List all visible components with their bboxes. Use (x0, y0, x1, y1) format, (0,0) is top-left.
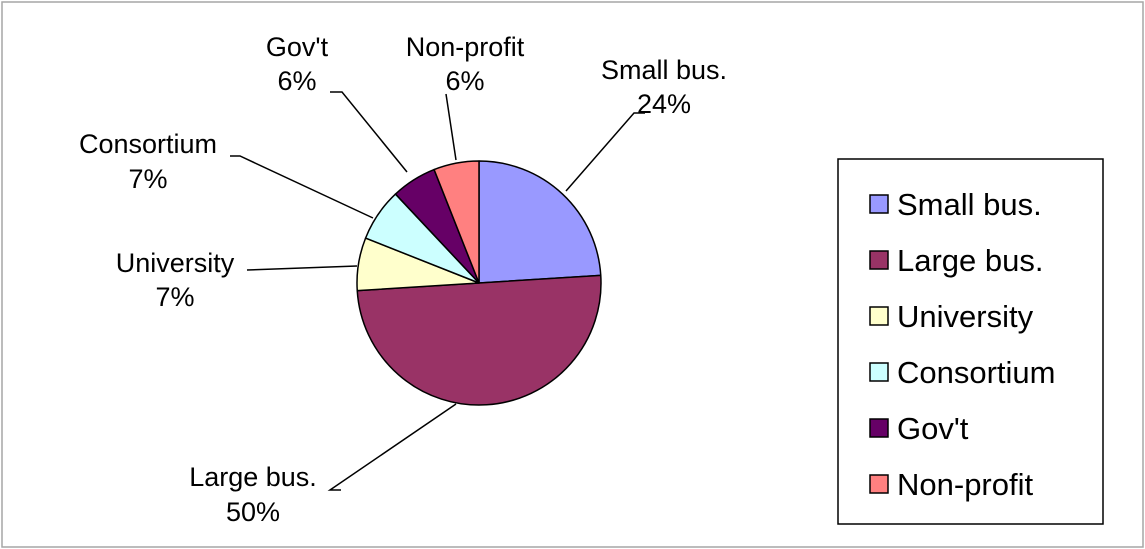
leader-line (445, 93, 457, 161)
legend-swatch-small-bus (869, 194, 889, 214)
pie-slice-non-profit (433, 160, 480, 284)
pie-slice-large-bus (356, 274, 602, 406)
legend-swatch-gov-t (869, 418, 889, 438)
data-labels: Small bus. 24% Large bus. 50% University 7% Co… (79, 32, 727, 527)
pie-slice-small-bus (478, 160, 602, 284)
legend-swatch-large-bus (869, 250, 889, 270)
data-label-name-non-profit: Non-profit (406, 32, 525, 62)
legend-swatch-non-profit (869, 474, 889, 494)
data-label-name-gov-t: Gov't (266, 32, 329, 62)
leader-line (246, 265, 358, 271)
data-label-percent-gov-t: 6% (277, 66, 316, 96)
leader-line (230, 155, 374, 219)
legend-label-gov-t: Gov't (897, 411, 969, 446)
data-label-percent-non-profit: 6% (445, 66, 484, 96)
data-label-name-small-bus: Small bus. (601, 55, 727, 85)
legend-label-large-bus: Large bus. (897, 243, 1044, 278)
legend-label-non-profit: Non-profit (897, 467, 1033, 502)
legend-swatch-consortium (869, 362, 889, 382)
data-label-name-large-bus: Large bus. (189, 462, 317, 492)
legend-box (837, 158, 1104, 525)
data-label-percent-large-bus: 50% (226, 497, 280, 527)
leader-lines (230, 91, 645, 491)
legend-label-consortium: Consortium (897, 355, 1056, 390)
data-label-percent-consortium: 7% (128, 164, 167, 194)
leader-line (330, 91, 408, 173)
leader-line (565, 112, 645, 192)
legend-swatch-university (869, 306, 889, 326)
legend: Small bus. Large bus. University Consortium… (837, 158, 1104, 525)
data-label-name-consortium: Consortium (79, 129, 217, 159)
leader-line (327, 403, 457, 491)
data-label-percent-small-bus: 24% (637, 89, 691, 119)
legend-label-small-bus: Small bus. (897, 187, 1042, 222)
legend-label-university: University (897, 299, 1034, 334)
data-label-percent-university: 7% (155, 282, 194, 312)
data-label-name-university: University (116, 248, 235, 278)
pie-slices (356, 160, 602, 406)
